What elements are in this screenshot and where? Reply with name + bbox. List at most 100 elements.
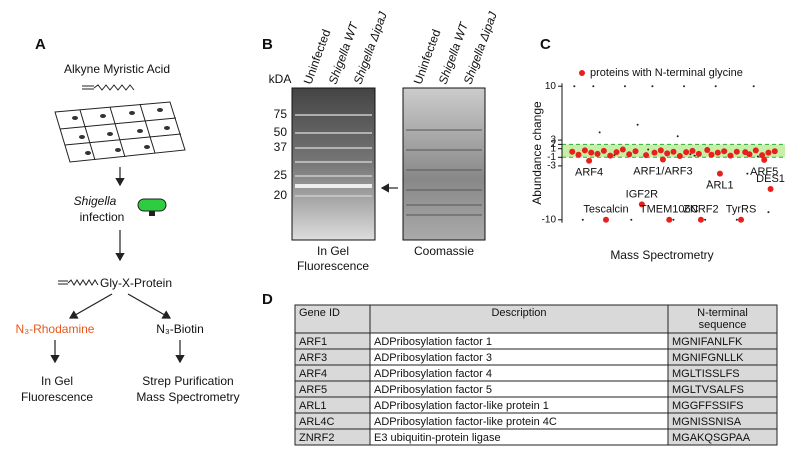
point xyxy=(746,151,753,158)
table-header-text: sequence xyxy=(699,319,747,331)
lipid-icon xyxy=(82,84,135,91)
point xyxy=(638,201,645,208)
point xyxy=(704,218,707,221)
point xyxy=(573,85,576,88)
product: Gly-X-Protein xyxy=(100,276,172,290)
point xyxy=(607,152,614,159)
point-label: ARL1 xyxy=(706,180,734,192)
point xyxy=(738,216,745,223)
point xyxy=(689,147,696,154)
point xyxy=(651,85,654,88)
table-cell-text: MGLTISSLFS xyxy=(672,368,740,380)
point xyxy=(659,156,666,163)
point-label: TyrRS xyxy=(726,204,757,216)
output: Mass Spectrometry xyxy=(136,390,239,404)
point xyxy=(756,155,759,158)
reagent: N₃-Rhodamine xyxy=(16,322,95,336)
point xyxy=(689,153,692,156)
point-label: Tescalcin xyxy=(583,204,628,216)
output: In Gel xyxy=(41,374,73,388)
point xyxy=(586,157,593,164)
table-cell-text: MGGFFSSIFS xyxy=(672,400,744,412)
point xyxy=(683,149,690,156)
step-text: infection xyxy=(80,210,125,224)
gel-image xyxy=(291,87,376,241)
table-cell-text: ADPribosylation factor 3 xyxy=(374,352,492,364)
point xyxy=(683,85,686,88)
point xyxy=(695,150,702,157)
point xyxy=(600,147,607,154)
lane-label: Shigella ΔipaJ xyxy=(351,9,391,86)
table-cell-text: ARF1 xyxy=(299,336,327,348)
output: Fluorescence xyxy=(21,390,93,404)
point xyxy=(569,148,576,155)
point xyxy=(630,218,633,221)
point-label: ARF1/ARF3 xyxy=(633,165,692,177)
point-label: IGF2R xyxy=(626,188,658,200)
point xyxy=(602,216,609,223)
gel-bands xyxy=(295,114,372,197)
point xyxy=(647,148,650,151)
table-cell-text: ARF4 xyxy=(299,368,327,380)
point xyxy=(581,147,588,154)
point xyxy=(761,156,768,163)
point xyxy=(676,135,679,138)
unit: kDA xyxy=(269,72,292,86)
point xyxy=(623,85,626,88)
marker-label: 37 xyxy=(274,140,288,154)
marker-label: 50 xyxy=(274,125,288,139)
point xyxy=(676,153,683,160)
table-cell-text: MGNIFANLFK xyxy=(672,336,743,348)
table-cell-text: MGAKQSGPAA xyxy=(672,432,751,444)
point xyxy=(581,218,584,221)
point xyxy=(708,151,715,158)
table-cell-text: ADPribosylation factor-like protein 4C xyxy=(374,416,557,428)
lipid-icon xyxy=(58,279,99,286)
table-cell-text: ADPribosylation factor-like protein 1 xyxy=(374,400,549,412)
arrow xyxy=(127,293,172,319)
step-text: Alkyne Myristic Acid xyxy=(64,62,170,76)
legend-label: proteins with N-terminal glycine xyxy=(590,67,743,79)
table-cell-text: ARF3 xyxy=(299,352,327,364)
gel-image xyxy=(402,87,486,241)
point xyxy=(733,148,740,155)
table-cell-text: ADPribosylation factor 5 xyxy=(374,384,492,396)
point xyxy=(588,149,595,156)
point-label: ARF5 xyxy=(750,166,778,178)
point xyxy=(765,149,772,156)
point xyxy=(767,211,770,214)
point xyxy=(594,150,601,157)
table-header xyxy=(294,304,778,334)
point-label: DES1 xyxy=(756,173,785,185)
point xyxy=(714,85,717,88)
table-cell-text: ARL1 xyxy=(299,400,327,412)
table-cell-text: ADPribosylation factor 1 xyxy=(374,336,492,348)
point xyxy=(636,123,639,126)
table-cell-text: ARF5 xyxy=(299,384,327,396)
lane-label: Shigella ΔipaJ xyxy=(461,9,501,86)
panel-label: A xyxy=(35,36,46,53)
table-cell-text: MGNISSNISA xyxy=(672,416,742,428)
gel-caption: Coomassie xyxy=(414,244,474,258)
y-tick-label: 3 xyxy=(550,135,556,146)
gel-bands xyxy=(406,129,482,216)
reagent: N₃-Biotin xyxy=(156,322,204,336)
point xyxy=(708,180,711,183)
point xyxy=(575,151,582,158)
point xyxy=(727,152,734,159)
point xyxy=(664,150,671,157)
table-cell-text: E3 ubiquitin-protein ligase xyxy=(374,432,501,444)
gel-caption: Fluorescence xyxy=(297,259,369,273)
point xyxy=(716,170,723,177)
marker-label: 75 xyxy=(274,107,288,121)
point xyxy=(598,131,601,134)
gel-caption: In Gel xyxy=(317,244,349,258)
point xyxy=(672,218,675,221)
point-label: TMEM106C xyxy=(640,204,699,216)
y-tick-label: 1 xyxy=(550,143,556,154)
point xyxy=(714,149,721,156)
point xyxy=(746,172,749,175)
table-header-text: Description xyxy=(491,307,546,319)
point xyxy=(752,85,755,88)
